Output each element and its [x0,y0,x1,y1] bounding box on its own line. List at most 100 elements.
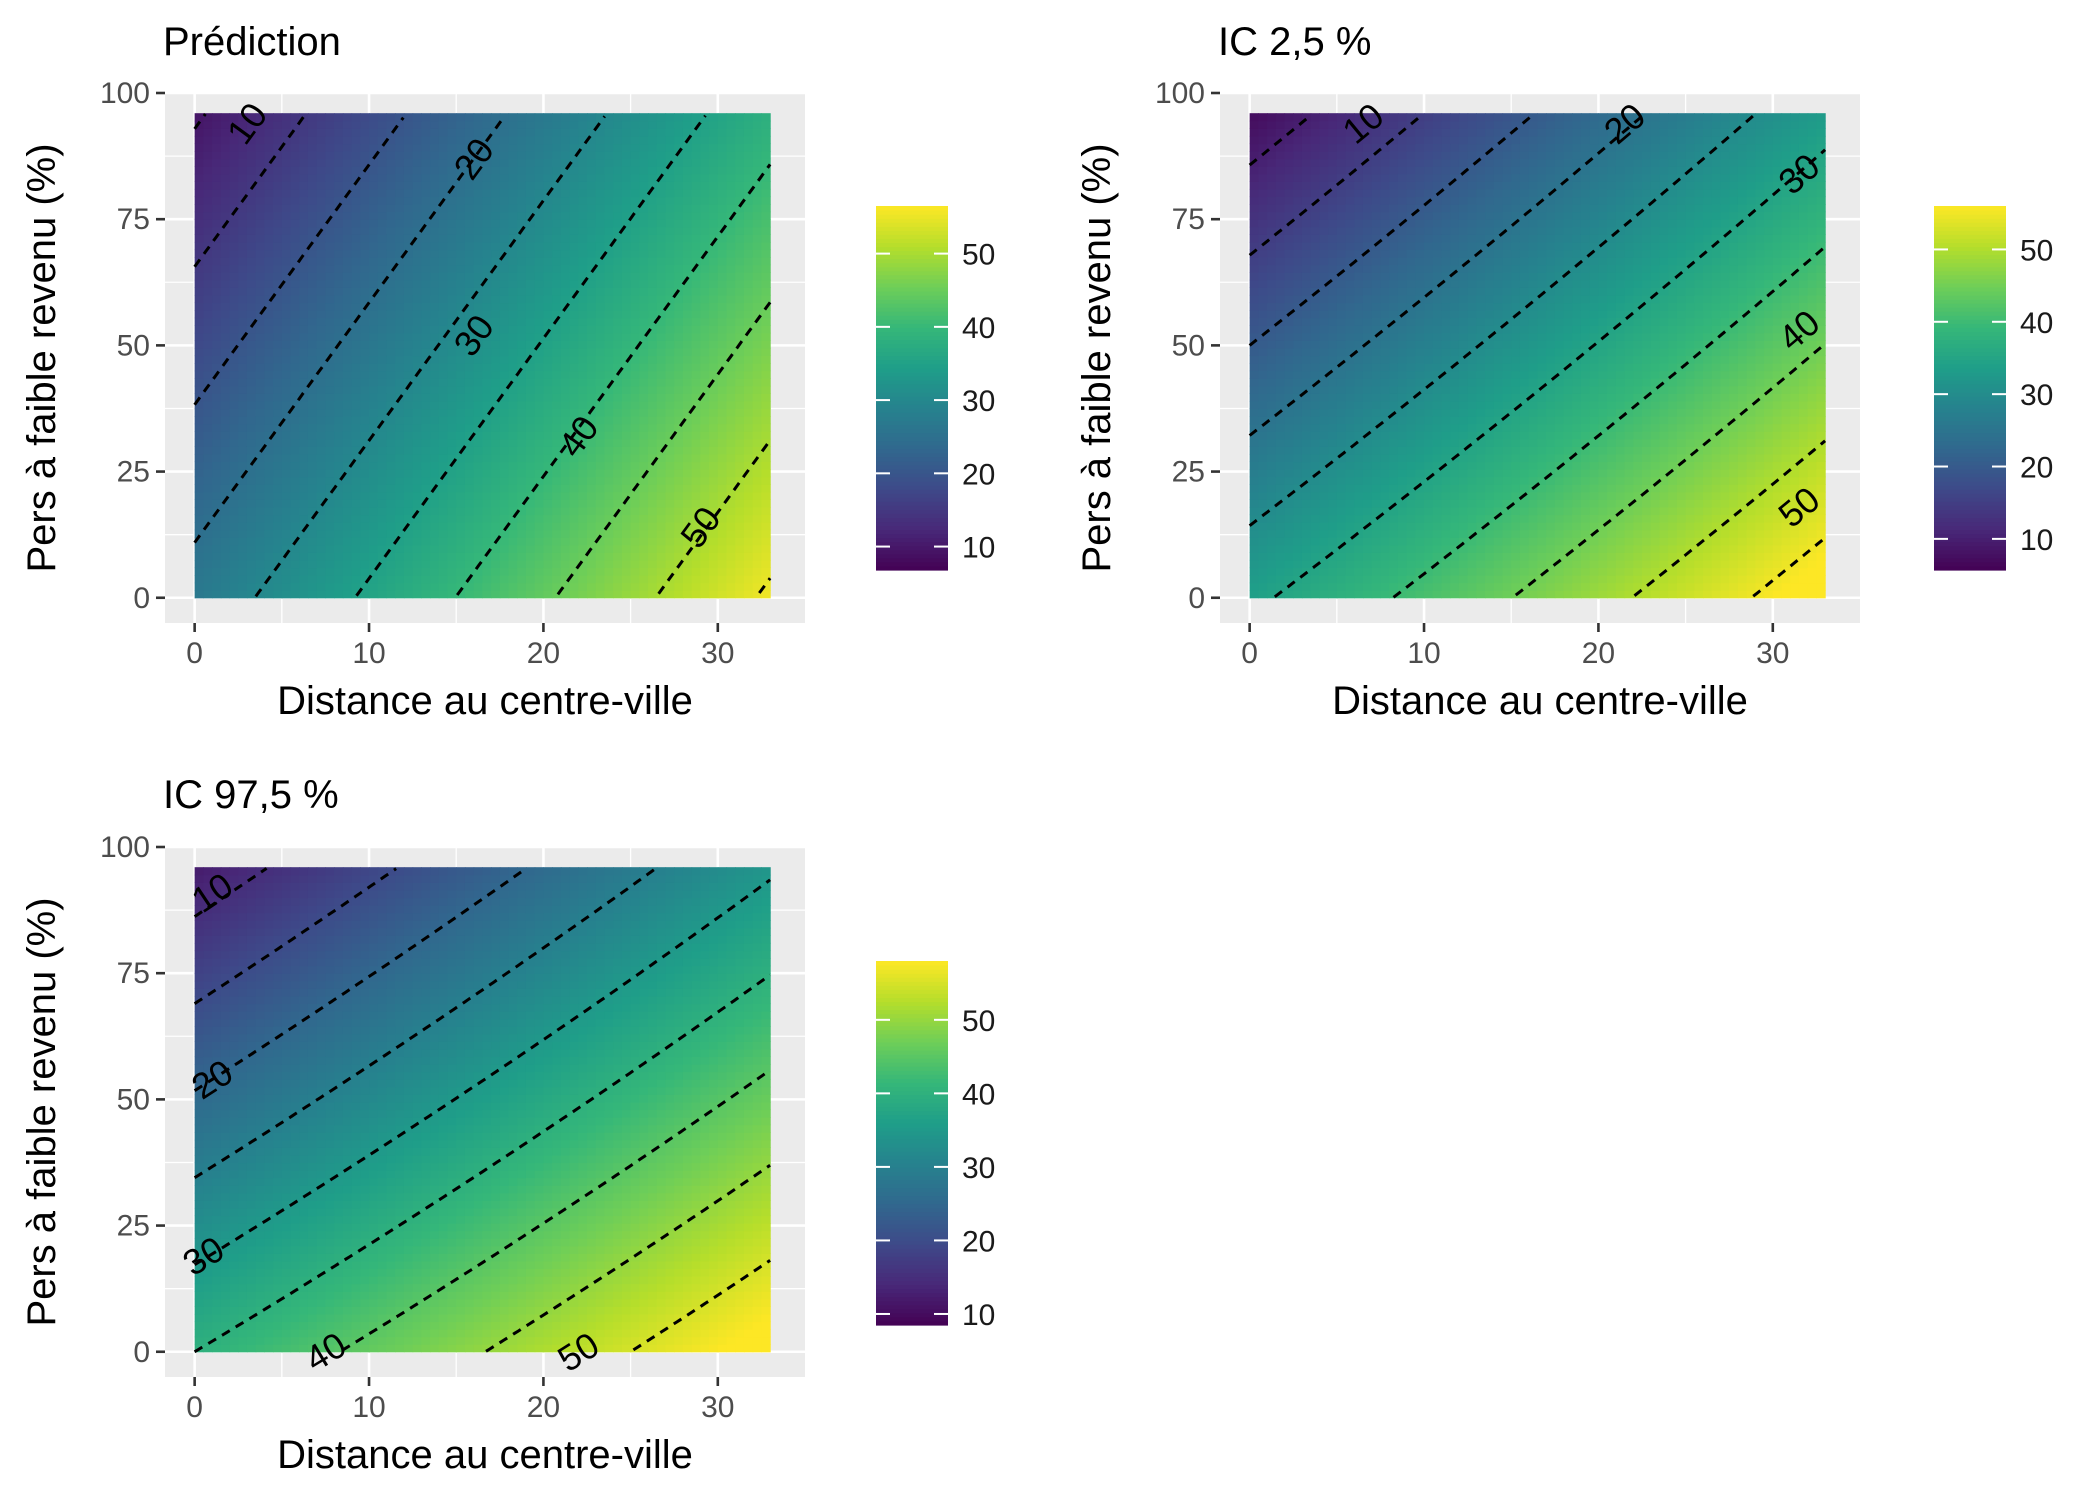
heatmap-cell [360,537,370,546]
heatmap-cell [543,544,553,553]
heatmap-cell [735,113,745,122]
heatmap-cell [482,476,492,485]
heatmap-cell [290,590,300,599]
heatmap-cell [517,188,527,198]
heatmap-cell [342,491,353,500]
heatmap-cell [726,128,736,137]
heatmap-cell [264,219,274,228]
heatmap-cell [212,317,222,326]
heatmap-cell [473,499,483,508]
heatmap-cell [325,506,335,516]
heatmap-cell [534,234,545,243]
heatmap-cell [473,279,483,288]
heatmap-cell [1258,484,1268,493]
heatmap-cell [456,582,466,591]
heatmap-cell [307,582,318,591]
heatmap-cell [464,196,475,205]
heatmap-cell [403,196,414,205]
heatmap-cell [482,143,492,152]
heatmap-cell [752,559,763,569]
heatmap-cell [482,559,492,569]
heatmap-cell [220,416,231,425]
heatmap-cell [273,461,283,470]
heatmap-cell [447,241,457,251]
heatmap-cell [421,234,431,243]
colorbar-segment [876,294,948,300]
heatmap-cell [325,219,335,228]
heatmap-cell [290,287,300,296]
heatmap-cell [517,279,527,288]
heatmap-cell [229,567,239,576]
heatmap-cell [438,120,449,129]
heatmap-cell [1275,537,1286,546]
heatmap-cell [395,400,405,410]
heatmap-cell [761,151,771,160]
heatmap-cell [534,446,545,455]
heatmap-cell [1310,431,1321,440]
heatmap-cell [656,363,667,372]
heatmap-cell [421,575,431,584]
heatmap-cell [761,522,771,531]
heatmap-cell [499,287,510,296]
heatmap-cell [369,279,379,288]
heatmap-cell [578,173,588,182]
heatmap-cell [299,181,309,190]
heatmap-cell [369,317,379,326]
heatmap-cell [412,575,422,584]
heatmap-cell [264,514,274,523]
heatmap-cell [1319,385,1329,394]
heatmap-cell [377,302,388,311]
heatmap-cell [281,446,292,455]
heatmap-cell [761,340,771,349]
heatmap-cell [534,128,545,137]
heatmap-cell [630,151,640,160]
heatmap-cell [1249,400,1259,410]
heatmap-cell [700,226,710,235]
heatmap-cell [194,416,204,425]
heatmap-cell [1310,575,1321,584]
heatmap-cell [709,461,719,470]
heatmap-cell [543,294,553,304]
heatmap-cell [360,499,370,508]
heatmap-cell [246,272,257,281]
heatmap-cell [1293,453,1303,463]
heatmap-cell [482,120,492,129]
heatmap-cell [273,166,283,175]
heatmap-cell [430,559,440,569]
heatmap-cell [604,332,614,341]
heatmap-cell [665,537,675,546]
heatmap-cell [508,128,518,137]
heatmap-cell [203,385,213,394]
heatmap-cell [735,355,745,364]
heatmap-cell [212,575,222,584]
colorbar-segment [876,404,948,409]
heatmap-cell [212,476,222,485]
heatmap-cell [508,423,518,432]
heatmap-cell [543,302,553,311]
heatmap-cell [691,279,701,288]
heatmap-cell [717,559,728,569]
heatmap-cell [709,188,719,198]
heatmap-cell [273,173,283,182]
heatmap-cell [473,302,483,311]
heatmap-cell [334,249,344,258]
heatmap-cell [517,173,527,182]
heatmap-cell [430,552,440,561]
heatmap-cell [255,469,266,478]
heatmap-cell [499,491,510,500]
heatmap-cell [299,408,309,417]
heatmap-cell [273,537,283,546]
heatmap-cell [464,241,475,251]
heatmap-cell [517,257,527,266]
heatmap-cell [395,151,405,160]
heatmap-cell [1319,310,1329,319]
colorbar-segment [876,286,948,292]
heatmap-cell [447,446,457,455]
heatmap-cell [220,325,231,334]
heatmap-cell [621,453,632,463]
heatmap-cell [334,476,344,485]
heatmap-cell [682,529,693,538]
heatmap-cell [648,567,658,576]
heatmap-cell [709,173,719,182]
heatmap-cell [569,590,579,599]
